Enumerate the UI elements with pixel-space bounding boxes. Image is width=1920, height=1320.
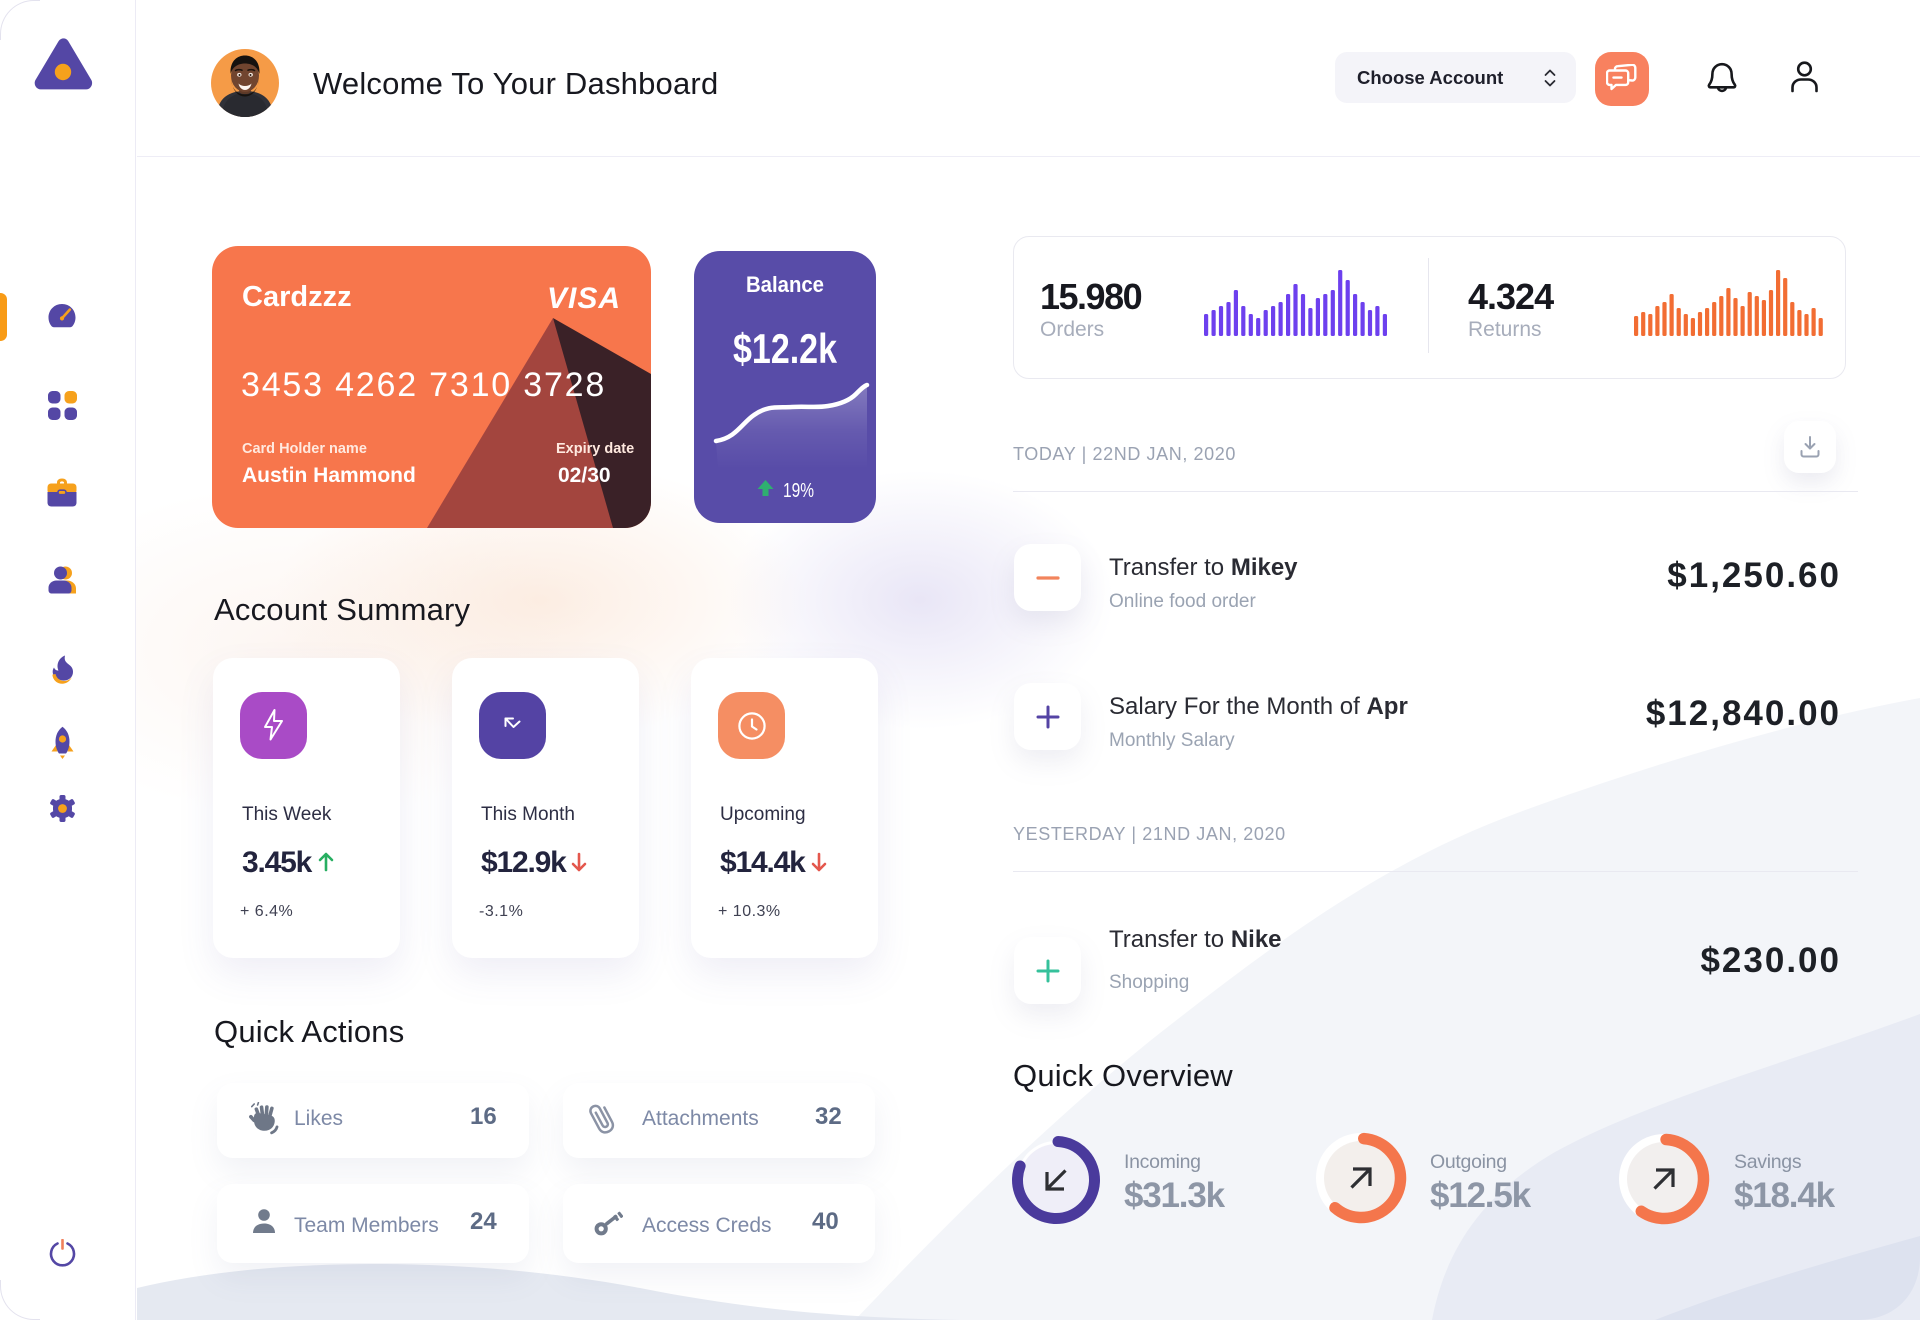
svg-text:Expiry date: Expiry date — [556, 441, 634, 457]
svg-text:19%: 19% — [783, 480, 814, 502]
svg-text:Austin Hammond: Austin Hammond — [242, 464, 416, 487]
svg-text:Balance: Balance — [746, 272, 824, 297]
svg-text:Card Holder name: Card Holder name — [242, 441, 367, 457]
svg-text:VISA: VISA — [547, 282, 621, 315]
svg-text:$12.2k: $12.2k — [733, 325, 838, 372]
svg-text:02/30: 02/30 — [558, 464, 611, 487]
svg-text:Cardzzz: Cardzzz — [242, 281, 352, 313]
svg-text:3453 4262 7310 3728: 3453 4262 7310 3728 — [241, 366, 606, 404]
